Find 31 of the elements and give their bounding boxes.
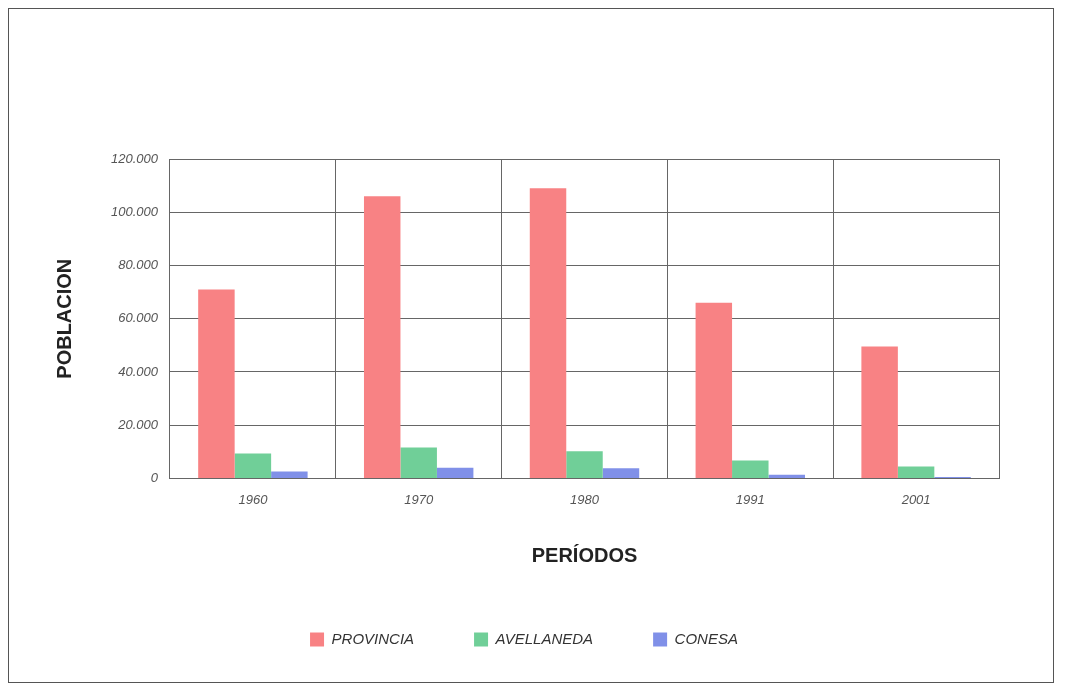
bar (602, 468, 640, 478)
bar (695, 302, 733, 478)
y-tick-label: 60.000 (118, 310, 159, 326)
legend-label: PROVINCIA (331, 629, 415, 647)
legend-label: AVELLANEDA (494, 629, 594, 647)
y-tick-label: 100.000 (110, 203, 159, 219)
y-tick-label: 0 (150, 470, 159, 486)
bar (768, 474, 806, 478)
y-axis-title: POBLACION (52, 258, 75, 379)
legend-label: CONESA (674, 629, 738, 647)
x-tick-label: 1960 (238, 491, 269, 507)
x-tick-label: 1980 (570, 491, 600, 507)
bar (861, 346, 898, 478)
y-tick-label: 120.000 (110, 150, 159, 166)
y-tick-label: 40.000 (118, 363, 159, 379)
bar (566, 451, 603, 478)
x-tick-label: 1991 (735, 491, 765, 507)
bar (400, 447, 437, 478)
bar (436, 467, 474, 478)
bar (363, 196, 401, 478)
bar (529, 188, 567, 478)
bar (234, 453, 272, 478)
x-tick-label: 1970 (404, 491, 434, 507)
bar (198, 289, 235, 478)
bar (732, 460, 769, 478)
y-tick-label: 20.000 (117, 416, 159, 432)
x-tick-label: 2001 (900, 491, 931, 507)
bar (897, 466, 935, 478)
y-tick-label: 80.000 (118, 257, 159, 273)
bar (271, 471, 308, 478)
x-axis-title: PERÍODOS (531, 543, 638, 566)
